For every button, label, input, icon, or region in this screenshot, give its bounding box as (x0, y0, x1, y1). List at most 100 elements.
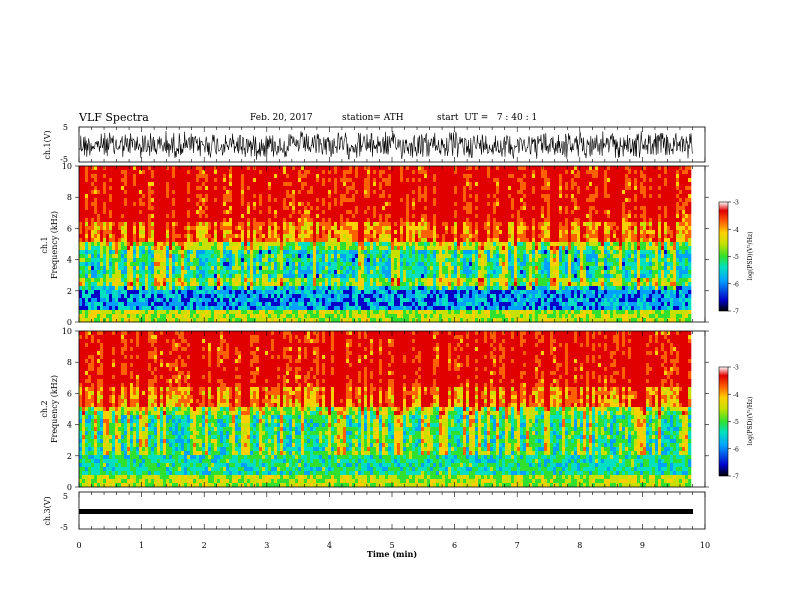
spectrogram-cell (334, 246, 338, 251)
spectrogram-cell (361, 238, 365, 243)
spectrogram-cell (109, 166, 113, 171)
spectrogram-cell (355, 198, 359, 203)
spectrogram-cell (376, 170, 380, 175)
spectrogram-cell (160, 294, 164, 299)
spectrogram-cell (307, 214, 311, 219)
spectrogram-cell (130, 182, 134, 187)
spectrogram-cell (196, 210, 200, 215)
spectrogram-cell (82, 206, 86, 211)
spectrogram-cell (133, 318, 137, 323)
spectrogram-cell (214, 166, 218, 171)
spectrogram-cell (166, 238, 170, 243)
spectrogram-cell (136, 178, 140, 183)
spectrogram-cell (226, 298, 230, 303)
spectrogram-cell (391, 258, 395, 263)
spectrogram-cell (202, 246, 206, 251)
spectrogram-cell (292, 210, 296, 215)
spectrogram-cell (430, 286, 434, 291)
spectrogram-cell (106, 202, 110, 207)
spectrogram-cell (331, 234, 335, 239)
spectrogram-cell (235, 170, 239, 175)
spectrogram-cell (322, 242, 326, 247)
spectrogram-cell (322, 294, 326, 299)
spectrogram-cell (136, 242, 140, 247)
spectrogram-cell (160, 282, 164, 287)
spectrogram-cell (391, 266, 395, 271)
spectrogram-cell (271, 254, 275, 259)
spectrogram-cell (286, 186, 290, 191)
spectrogram-cell (103, 234, 107, 239)
spectrogram-cell (112, 214, 116, 219)
spectrogram-cell (196, 270, 200, 275)
spectrogram-cell (433, 198, 437, 203)
spectrogram-cell (160, 182, 164, 187)
spectrogram-cell (148, 274, 152, 279)
spectrogram-cell (409, 290, 413, 295)
spectrogram-cell (304, 170, 308, 175)
spectrogram-cell (142, 246, 146, 251)
spectrogram-cell (445, 270, 449, 275)
spectrogram-cell (367, 186, 371, 191)
spectrogram-cell (250, 238, 254, 243)
spectrogram-cell (271, 318, 275, 323)
spectrogram-cell (439, 298, 443, 303)
spectrogram-cell (280, 306, 284, 311)
spectrogram-cell (196, 222, 200, 227)
spectrogram-cell (136, 314, 140, 319)
spectrogram-cell (292, 246, 296, 251)
spectrogram-cell (124, 294, 128, 299)
spectrogram-cell (427, 182, 431, 187)
spectrogram-cell (274, 290, 278, 295)
spectrogram-cell (178, 254, 182, 259)
spectrogram-cell (457, 262, 461, 267)
spectrogram-cell (418, 198, 422, 203)
spectrogram-cell (289, 298, 293, 303)
spectrogram-cell (250, 302, 254, 307)
spectrogram-cell (427, 278, 431, 283)
spectrogram-cell (241, 174, 245, 179)
spectrogram-cell (307, 202, 311, 207)
spectrogram-cell (88, 230, 92, 235)
spectrogram-cell (280, 278, 284, 283)
spectrogram-cell (127, 266, 131, 271)
spectrogram-cell (127, 290, 131, 295)
spectrogram-cell (223, 302, 227, 307)
spectrogram-cell (136, 262, 140, 267)
spectrogram-cell (367, 218, 371, 223)
spectrogram-cell (124, 226, 128, 231)
spectrogram-cell (406, 274, 410, 279)
spectrogram-cell (331, 282, 335, 287)
spectrogram-cell (274, 242, 278, 247)
spectrogram-cell (385, 186, 389, 191)
spectrogram-cell (319, 210, 323, 215)
spectrogram-cell (382, 286, 386, 291)
spectrogram-cell (202, 294, 206, 299)
spectrogram-cell (262, 298, 266, 303)
spectrogram-cell (175, 218, 179, 223)
spectrogram-cell (286, 234, 290, 239)
spectrogram-cell (253, 282, 257, 287)
spectrogram-cell (97, 230, 101, 235)
spectrogram-cell (460, 170, 464, 175)
spectrogram-cell (328, 294, 332, 299)
spectrogram-cell (178, 306, 182, 311)
spectrogram-cell (130, 266, 134, 271)
spectrogram-cell (190, 270, 194, 275)
spectrogram-cell (334, 254, 338, 259)
spectrogram-cell (433, 186, 437, 191)
spectrogram-cell (238, 182, 242, 187)
spectrogram-cell (358, 230, 362, 235)
spectrogram-cell (211, 318, 215, 323)
spectrogram-cell (367, 262, 371, 267)
spectrogram-cell (382, 198, 386, 203)
spectrogram-cell (241, 246, 245, 251)
spectrogram-cell (223, 242, 227, 247)
spectrogram-cell (388, 278, 392, 283)
spectrogram-cell (364, 270, 368, 275)
spectrogram-cell (448, 258, 452, 263)
spectrogram-cell (262, 258, 266, 263)
spectrogram-cell (184, 234, 188, 239)
spectrogram-cell (313, 250, 317, 255)
spectrogram-cell (439, 166, 443, 171)
spectrogram-cell (94, 190, 98, 195)
